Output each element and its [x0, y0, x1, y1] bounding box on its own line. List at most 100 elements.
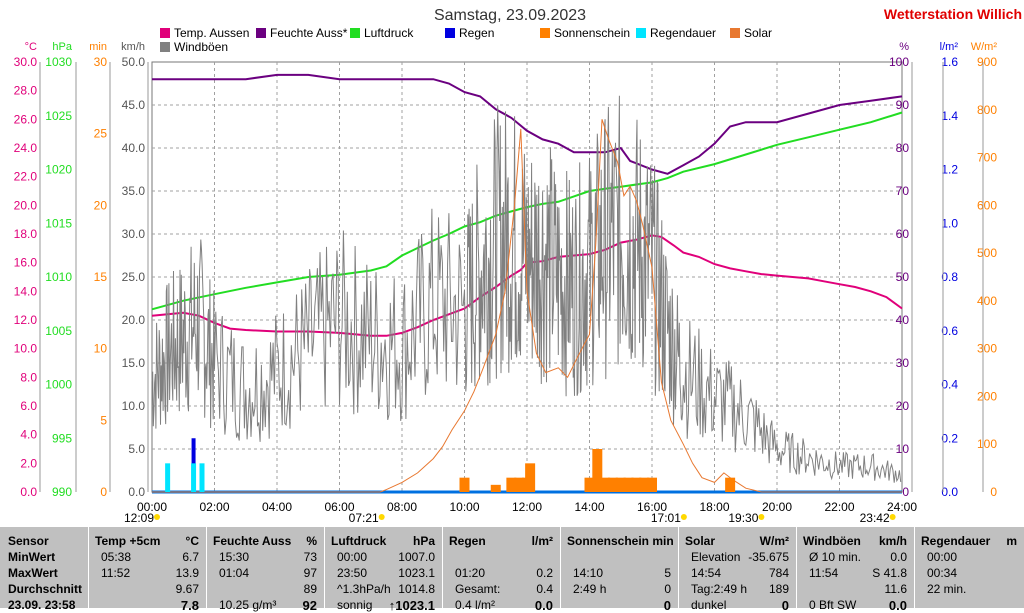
- stats-header-sun: Sonnenschein min: [567, 534, 674, 548]
- rowlabel-max: MaxWert: [8, 566, 58, 580]
- weather-chart: °C 30.0 28.0 26.0 24.0 22.0 20.0 18.0 16.0 14.0 12…: [14, 6, 1022, 525]
- stats-value-hum: 92: [302, 598, 317, 613]
- humidity-tick-label: 90: [896, 98, 910, 112]
- legend-label: Solar: [744, 26, 772, 40]
- stats-value-hum: 89: [303, 582, 317, 596]
- legend-label: Luftdruck: [364, 26, 414, 40]
- bar-sonnenschein: [647, 477, 657, 492]
- stats-label-sun: 14:10: [573, 566, 604, 580]
- series-line-luftdruck: [151, 111, 903, 311]
- bar-regendauer: [191, 463, 197, 492]
- x-tick-label: 00:00: [137, 500, 167, 514]
- temp-axis-unit: °C: [25, 41, 37, 53]
- solar-tick-label: 200: [977, 389, 997, 403]
- stats-value-press: 1007.0: [398, 550, 435, 564]
- time-marker-label: 17:01: [651, 511, 681, 525]
- rain-axis-unit: l/m²: [940, 41, 959, 53]
- temp-tick-label: 12.0: [14, 313, 38, 327]
- humidity-tick-label: 10: [896, 442, 910, 456]
- time-marker-sun-icon: [680, 514, 687, 520]
- stats-header-solar: Solar: [685, 534, 716, 548]
- x-tick-label: 24:00: [887, 500, 917, 514]
- wind-tick-label: 25.0: [122, 270, 146, 284]
- humidity-tick-label: 30: [896, 356, 910, 370]
- temp-tick-label: 8.0: [20, 370, 37, 384]
- series-line-feuchteauss: [152, 73, 903, 175]
- pressure-tick-label: 1000: [45, 378, 72, 392]
- wind-tick-label: 35.0: [122, 184, 146, 198]
- bar-sonnenschein: [592, 449, 603, 492]
- bar-sonnenschein: [459, 477, 470, 492]
- pressure-tick-label: 1020: [45, 163, 72, 177]
- stats-panel: Sensor MinWert MaxWert Durchschnitt 23.0…: [0, 527, 1024, 613]
- bar-regendauer: [165, 463, 171, 492]
- wind-tick-label: 30.0: [122, 227, 146, 241]
- pressure-tick-label: 1005: [45, 324, 72, 338]
- stats-value-wind: 11.6: [884, 582, 907, 596]
- stats-unit-temp: °C: [185, 534, 199, 548]
- pressure-axis-unit: hPa: [52, 41, 72, 53]
- temp-tick-label: 10.0: [14, 342, 38, 356]
- stats-value-press: 1014.8: [398, 582, 435, 596]
- series-line-windben: [151, 95, 902, 483]
- rain-tick-label: 0.8: [941, 270, 958, 284]
- stats-label-wind: 11:54: [809, 566, 839, 580]
- wind-tick-label: 50.0: [122, 55, 146, 69]
- minutes-tick-label: 10: [94, 342, 108, 356]
- stats-unit-hum: %: [306, 534, 317, 548]
- bar-sonnenschein: [631, 477, 642, 492]
- legend-label: Temp. Aussen: [174, 26, 249, 40]
- stats-label-hum: 10.25 g/m³: [219, 598, 277, 612]
- bar-sonnenschein: [607, 477, 618, 492]
- stats-value-press: 1023.1: [398, 566, 435, 580]
- x-tick-label: 18:00: [699, 500, 729, 514]
- stats-column-rain: Regen l/m² 01:20 0.2 Gesamt: 0.4 0.4 l/m² 0.0: [442, 527, 561, 613]
- wind-tick-label: 40.0: [122, 141, 146, 155]
- rain-tick-label: 0.2: [941, 431, 958, 445]
- stats-value-temp: 13.9: [175, 566, 199, 580]
- bar-sonnenschein: [584, 477, 595, 492]
- legend-swatch: [256, 28, 266, 38]
- station-name: Wetterstation Willich: [884, 6, 1022, 22]
- stats-header-temp: Temp +5cm: [95, 534, 161, 548]
- stats-value-rain: 0.4: [536, 582, 553, 596]
- solar-tick-label: 300: [977, 342, 997, 356]
- legend-swatch: [730, 28, 740, 38]
- temp-tick-label: 22.0: [14, 170, 38, 184]
- x-tick-label: 08:00: [387, 500, 417, 514]
- legend-label: Sonnenschein: [554, 26, 630, 40]
- rowlabel-column: Sensor MinWert MaxWert Durchschnitt 23.0…: [0, 527, 88, 612]
- stats-value-wind: 0.0: [888, 598, 907, 613]
- bar-sonnenschein: [639, 477, 650, 492]
- time-marker-sun-icon: [154, 514, 160, 520]
- stats-value-solar: 784: [768, 566, 789, 580]
- bar-sonnenschein: [506, 477, 517, 492]
- rain-tick-label: 0.0: [941, 485, 958, 499]
- stats-value-temp: 7.8: [180, 598, 199, 613]
- stats-value-hum: 73: [303, 550, 317, 564]
- stats-column-hum: Feuchte Auss% 15:30 73 01:04 97 89 10.25 g/m³ 9…: [206, 527, 325, 613]
- humidity-tick-label: 50: [896, 270, 910, 284]
- bar-sonnenschein: [514, 477, 525, 492]
- solar-tick-label: 800: [977, 103, 997, 117]
- stats-label-rain: 0.4 l/m²: [455, 598, 496, 612]
- stats-label-rain: Gesamt:: [455, 582, 501, 596]
- stats-value-temp: 9.67: [175, 582, 199, 596]
- stats-label-rdur: 00:00: [927, 550, 958, 564]
- pressure-tick-label: 1030: [45, 55, 72, 69]
- stats-column-temp: Temp +5cm °C 05:38 6.7 11:52 13.9 9.67 7.8: [88, 527, 207, 613]
- stats-label-sun: 2:49 h: [573, 582, 607, 596]
- bar-sonnenschein: [600, 477, 611, 492]
- x-tick-label: 02:00: [199, 500, 229, 514]
- stats-value-solar: -35.675: [748, 550, 789, 564]
- rain-tick-label: 1.6: [941, 55, 958, 69]
- temp-tick-label: 2.0: [20, 456, 37, 470]
- humidity-tick-label: 0: [902, 485, 909, 499]
- stats-header-press: Luftdruck: [331, 534, 387, 548]
- stats-label-press: sonnig: [337, 598, 373, 612]
- stats-label-press: ^1.3hPa/h: [337, 582, 391, 596]
- solar-tick-label: 0: [990, 485, 997, 499]
- temp-tick-label: 28.0: [14, 84, 38, 98]
- time-marker-sun-icon: [889, 514, 896, 520]
- stats-label-rain: 01:20: [455, 566, 486, 580]
